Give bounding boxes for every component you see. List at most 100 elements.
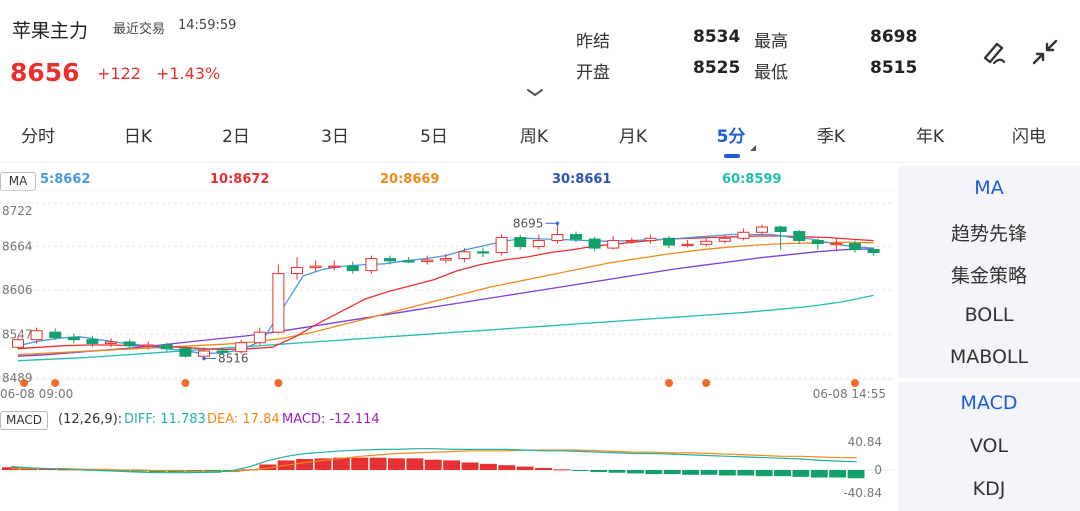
macd-chart[interactable]: 40.84 0 -40.84: [0, 430, 894, 511]
candle-down: [793, 231, 806, 242]
macd-bar-down: [718, 470, 736, 476]
macd-tag[interactable]: MACD: [0, 411, 48, 430]
candle-down: [588, 238, 601, 249]
tab-monthly-k[interactable]: 月K: [618, 127, 648, 147]
macd-bar-down: [829, 470, 847, 478]
macd-bar-down: [847, 470, 865, 479]
high-marker-dot: [555, 221, 560, 226]
macd-dea: DEA: 17.84: [207, 412, 280, 427]
chevron-down-icon[interactable]: [526, 88, 544, 98]
macd-bar-down: [810, 470, 828, 478]
candle-up: [644, 237, 657, 242]
indicator-jijin-strategy[interactable]: 集金策略: [950, 265, 1027, 287]
macd-bar-down: [645, 470, 663, 475]
ma5-line: [17, 233, 874, 354]
candle-up: [198, 350, 210, 357]
event-dot: [665, 379, 673, 387]
ma30-value: 30:8661: [552, 172, 612, 187]
ma10-line: [17, 235, 874, 351]
macd-bar-up: [38, 468, 56, 470]
indicator-trend-pioneer[interactable]: 趋势先锋: [950, 223, 1027, 245]
indicator-macd[interactable]: MACD: [960, 392, 1018, 414]
macd-bar-down: [627, 470, 644, 474]
tab-5day[interactable]: 5日: [420, 127, 448, 147]
candle-down: [67, 336, 80, 341]
low-label: 最低: [754, 63, 788, 83]
draw-pen-icon[interactable]: [980, 38, 1008, 66]
macd-bar-down: [737, 470, 755, 476]
tab-daily-k[interactable]: 日K: [123, 127, 153, 147]
tab-weekly-k[interactable]: 周K: [519, 127, 549, 147]
y-tick-label: 8547: [2, 327, 33, 341]
recent-trade-label: 最近交易: [113, 22, 166, 37]
macd-bar-up: [461, 462, 479, 470]
macd-bar-up: [2, 467, 19, 470]
candle-down: [346, 265, 359, 272]
candle-up: [235, 342, 248, 353]
macd-bar-up: [369, 457, 387, 470]
candle-up: [439, 258, 452, 261]
candle-down: [867, 249, 880, 254]
candle-up: [421, 259, 434, 263]
macd-bar-down: [755, 470, 773, 477]
tab-flash[interactable]: 闪电: [1012, 127, 1046, 147]
candle-down: [384, 258, 396, 262]
macd-bar-down: [663, 470, 681, 475]
tab-yearly-k[interactable]: 年K: [915, 127, 945, 147]
ma20-value: 20:8669: [380, 172, 440, 187]
macd-bar-down: [130, 470, 148, 472]
candle-up: [30, 330, 43, 341]
y-tick-label: 8722: [2, 204, 33, 218]
candle-up: [625, 240, 638, 243]
tab-2day[interactable]: 2日: [222, 127, 250, 147]
candle-down: [663, 237, 675, 246]
collapse-icon[interactable]: [1031, 38, 1059, 66]
open-value: 8525: [693, 58, 741, 78]
prev-settle-label: 昨结: [576, 32, 610, 52]
candle-up: [291, 267, 303, 275]
indicator-ma[interactable]: MA: [974, 177, 1004, 199]
period-tabs: 分时 日K 2日 3日 5日 周K 月K 5分 季K 年K 闪电: [0, 122, 1080, 152]
candle-down: [86, 339, 99, 344]
indicator-vol[interactable]: VOL: [969, 435, 1009, 457]
candle-down: [570, 234, 582, 240]
low-value: 8515: [870, 58, 918, 78]
tab-3day[interactable]: 3日: [321, 127, 349, 147]
last-price: 8656: [10, 58, 80, 87]
macd-bar-down: [112, 470, 130, 472]
candle-up: [756, 226, 768, 233]
macd-tick-label: -40.84: [843, 486, 882, 500]
candle-up: [272, 273, 285, 333]
high-label: 最高: [754, 32, 788, 52]
prev-settle-value: 8534: [693, 27, 741, 47]
price-change-pct: +1.43%: [156, 64, 221, 83]
candle-down: [811, 240, 824, 245]
macd-bar-up: [498, 465, 516, 470]
candle-up: [365, 258, 378, 272]
price-change: +122: [97, 64, 141, 83]
macd-bar-up: [535, 467, 552, 470]
ma-tag[interactable]: MA: [0, 172, 36, 191]
candle-down: [123, 341, 136, 347]
macd-bar-up: [424, 459, 442, 470]
indicator-kdj[interactable]: KDJ: [972, 478, 1006, 500]
candle-up: [532, 240, 545, 248]
macd-bar-up: [443, 460, 461, 470]
macd-value: MACD: -12.114: [282, 412, 380, 427]
macd-bar-up: [332, 457, 350, 470]
tab-dropdown-icon[interactable]: [750, 145, 756, 151]
tab-fenshi[interactable]: 分时: [21, 127, 55, 147]
ma30-line: [17, 248, 874, 357]
candle-up: [253, 331, 266, 344]
macd-bar-up: [516, 466, 534, 470]
indicator-maboll[interactable]: MABOLL: [949, 346, 1029, 368]
indicator-boll[interactable]: BOLL: [964, 304, 1014, 326]
tab-quarterly-k[interactable]: 季K: [816, 127, 846, 147]
tab-5min[interactable]: 5分: [716, 127, 746, 147]
ma60-line: [17, 294, 874, 362]
event-dot: [851, 379, 859, 387]
main-indicator-panel: [898, 166, 1080, 378]
macd-bar-down: [682, 470, 700, 475]
macd-bar-up: [351, 457, 369, 470]
